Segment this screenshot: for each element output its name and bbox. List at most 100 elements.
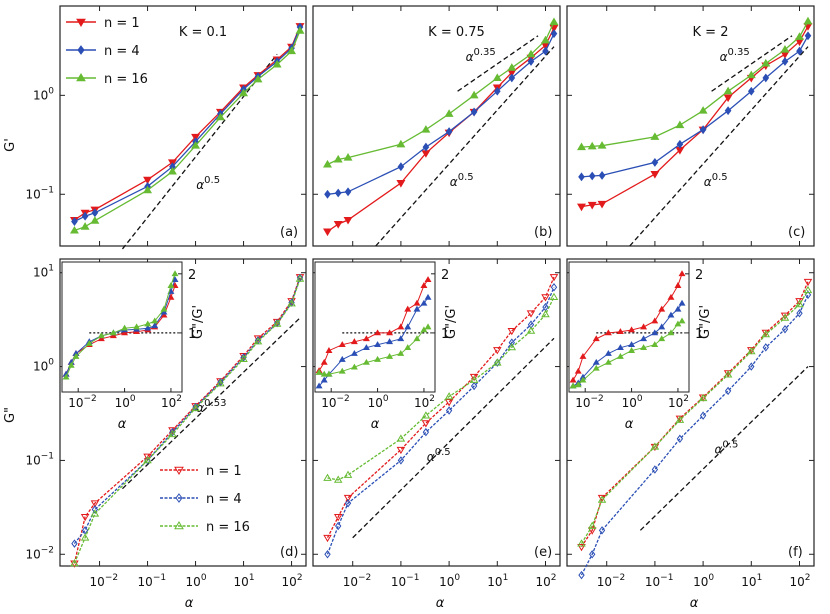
panel-0-point-2-1 (80, 222, 90, 230)
panel-2-point-2-2 (597, 141, 607, 149)
y-tick-label-0-1: 100 (33, 86, 54, 102)
inset-frame-0 (61, 261, 183, 393)
inset-0-xtick-label-2: 102 (161, 394, 182, 410)
panel-1-point-1-11 (550, 29, 558, 39)
panel-3-point-2-1 (80, 533, 90, 541)
panel-5-point-0-9 (780, 312, 790, 320)
panel-1: α0.5 α0.35 K = 0.75 (b) (312, 5, 561, 247)
inset-0-ytick-label-1: 2 (188, 268, 196, 283)
inset-0-pt-2-8 (144, 320, 152, 327)
panel-4-point-2-3 (396, 434, 406, 442)
panel-4-point-0-10 (541, 294, 550, 302)
inset-1-pt-2-11 (420, 326, 428, 333)
panel-3-point-2-11 (295, 274, 305, 282)
panel-5-point-2-0 (577, 539, 586, 547)
inset-0-pt-2-7 (133, 323, 141, 330)
inset-0-pt-0-11 (167, 293, 175, 300)
panel-4-point-0-6 (469, 373, 479, 382)
panel-3-point-2-5 (191, 403, 200, 412)
guide-line-5-0 (639, 366, 809, 531)
inset-0-pt-2-9 (151, 317, 159, 324)
inset-2-pt-0-5 (616, 328, 624, 335)
panel-frame-5 (566, 258, 815, 567)
panel-frame-0 (59, 5, 307, 247)
guide-line-3-0 (121, 317, 301, 490)
y-axis-label-top: G' (3, 138, 18, 152)
inset-0-pt-1-8 (144, 324, 152, 331)
inset-1: 10−2 100 102 1 2 G"/G' α (314, 261, 459, 432)
legend-top-label-2: n = 16 (104, 72, 148, 87)
guide-label-4-0: α0.5 (427, 447, 451, 464)
inset-1-pt-2-10 (413, 335, 421, 342)
panel-2-point-1-11 (804, 31, 812, 41)
inset-2-pt-1-12 (678, 299, 686, 306)
inset-2-pt-0-11 (674, 282, 682, 288)
inset-1-pt-2-12 (424, 323, 432, 330)
inset-2-pt-1-7 (640, 335, 648, 342)
panel-2-point-1-4 (676, 139, 684, 149)
x-tick-label-3-3: 101 (234, 573, 255, 589)
panel-tag-4: (e) (534, 545, 552, 560)
guide-line-2-1 (711, 35, 793, 92)
inset-2-ytick-label-1: 2 (695, 268, 703, 283)
inset-1-pt-1-4 (350, 350, 358, 356)
y-tick-label-3-2: 100 (33, 358, 54, 374)
guide-line-2-0 (629, 46, 809, 247)
panel-2: α0.5 α0.35 K = 2 (c) (566, 5, 815, 247)
inset-1-pt-2-9 (404, 344, 412, 351)
inset-1-pt-0-11 (420, 282, 428, 288)
inset-0-xlabel: α (118, 417, 127, 432)
inset-1-pt-1-9 (404, 323, 412, 330)
inset-0-pt-2-12 (171, 270, 179, 277)
panel-1-point-2-8 (507, 63, 517, 71)
inset-0-pt-0-5 (109, 332, 117, 339)
y-tick-label-3-1: 10−1 (25, 451, 54, 467)
legend-bottom-marker-2 (174, 521, 184, 530)
inset-1-pt-0-4 (350, 338, 358, 345)
panel-0-point-2-4 (167, 166, 177, 175)
panel-5-point-2-7 (747, 347, 756, 355)
panel-5-point-2-3 (650, 442, 660, 450)
panel-frame-3 (59, 258, 307, 567)
panel-4-point-2-0 (323, 473, 332, 481)
panel-2-point-2-5 (698, 106, 708, 114)
panel-2-point-1-3 (651, 157, 659, 167)
inset-0-pt-2-11 (167, 282, 175, 288)
panel-5-point-1-6 (724, 386, 732, 396)
inset-1-pt-1-10 (413, 305, 421, 312)
panel-3-point-2-10 (287, 299, 296, 307)
panel-5-point-2-2 (597, 495, 607, 503)
panel-5-point-2-11 (803, 285, 813, 294)
panel-5-point-2-8 (761, 330, 771, 338)
panel-3-point-2-4 (168, 429, 177, 438)
panel-2-point-1-10 (796, 46, 803, 56)
panel-2-point-0-6 (723, 94, 733, 103)
inset-1-pt-0-10 (413, 299, 421, 306)
inset-2-pt-0-3 (592, 335, 600, 342)
inset-2-xtick-label-1: 100 (622, 394, 643, 410)
inset-1-xtick-label-0: 10−2 (321, 394, 350, 410)
panel-4-point-0-11 (549, 274, 559, 282)
inset-1-xtick-label-2: 102 (414, 394, 435, 410)
inset-2-xlabel: α (625, 417, 634, 432)
inset-1-pt-1-3 (338, 355, 346, 362)
panel-4-series-line-1 (326, 287, 555, 555)
inset-2-pt-2-11 (674, 320, 682, 327)
inset-1-pt-0-8 (397, 323, 405, 330)
panel-1-point-2-3 (396, 139, 406, 148)
panel-frame-1 (312, 5, 561, 247)
inset-1-pt-1-0 (315, 382, 323, 389)
inset-0-pt-0-12 (171, 282, 179, 288)
panel-4-point-0-8 (507, 328, 517, 336)
panel-title-2: K = 2 (693, 25, 729, 40)
panel-3-point-0-1 (80, 514, 90, 522)
panel-3-point-1-4 (169, 427, 176, 437)
inset-2-pt-0-6 (628, 326, 636, 333)
panel-5-point-1-3 (651, 465, 659, 474)
inset-0-xtick-label-0: 10−2 (68, 394, 97, 410)
x-tick-label-5-2: 100 (693, 573, 714, 589)
inset-2-pt-1-4 (604, 350, 612, 356)
inset-2-ytick-label-0: 1 (695, 327, 703, 342)
panel-3-point-2-9 (272, 319, 282, 327)
